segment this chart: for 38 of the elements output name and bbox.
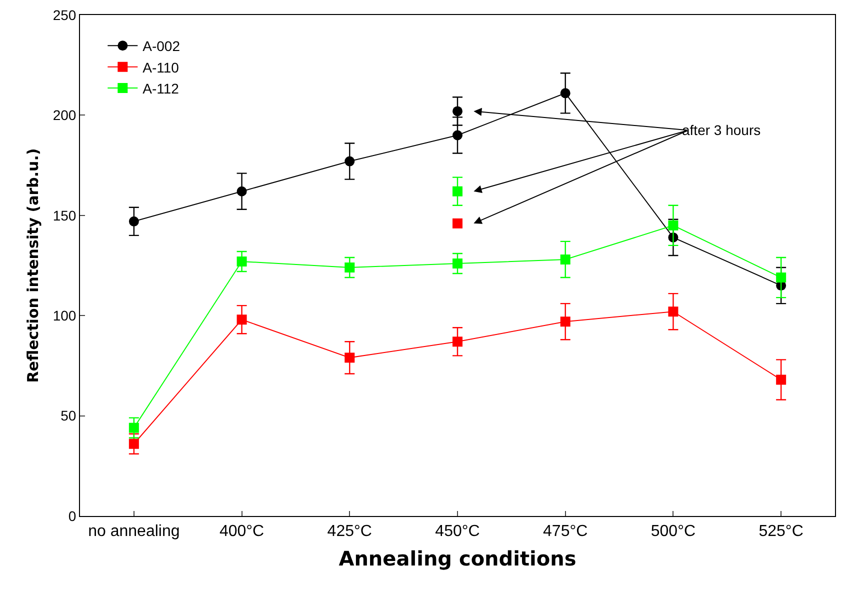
x-tick-label: 500°C: [650, 523, 696, 540]
point: [668, 220, 678, 230]
annotation: after 3 hours: [682, 122, 761, 138]
legend-label: A-002: [142, 38, 180, 54]
point: [560, 88, 570, 98]
x-tick-label: no annealing: [88, 523, 180, 540]
point: [776, 272, 786, 283]
x-tick-label: 425°C: [327, 523, 372, 540]
x-tick-label: 525°C: [758, 523, 804, 540]
y-tick-label: 100: [52, 308, 76, 324]
point: [344, 352, 355, 363]
point: [236, 186, 247, 196]
x-axis-title: Annealing conditions: [338, 546, 576, 571]
point: [560, 254, 570, 264]
point: [452, 336, 462, 347]
y-tick-label: 0: [68, 508, 76, 524]
point: [236, 256, 247, 266]
legend-label: A-110: [142, 59, 180, 76]
point: [452, 258, 462, 268]
x-tick-label: 400°C: [219, 523, 264, 540]
point: [668, 306, 678, 317]
x-tick-label: 450°C: [435, 523, 480, 540]
point: [452, 130, 462, 140]
y-axis-title: Reflection intensity (arb.u.): [24, 148, 42, 383]
point: [344, 156, 355, 166]
y-tick-label: 150: [52, 207, 76, 224]
point: [776, 374, 786, 385]
y-tick-label: 250: [52, 6, 76, 23]
point: [128, 422, 139, 433]
point: [128, 438, 139, 449]
point: [128, 216, 139, 226]
point: [560, 316, 570, 327]
y-tick-label: 50: [60, 408, 76, 424]
point: [236, 314, 247, 325]
legend-label: A-112: [142, 80, 180, 96]
x-tick-label: 475°C: [543, 523, 588, 540]
y-tick-label: 200: [52, 107, 76, 124]
point: [344, 262, 355, 272]
